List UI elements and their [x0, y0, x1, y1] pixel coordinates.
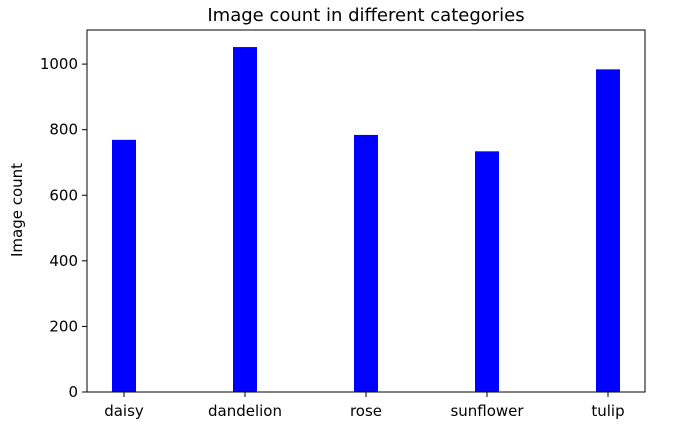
- y-tick-label: 400: [49, 252, 78, 270]
- bar-daisy: [112, 139, 136, 392]
- y-tick-label: 1000: [40, 55, 78, 73]
- x-tick-label-sunflower: sunflower: [450, 402, 524, 420]
- y-tick-label: 600: [49, 186, 78, 204]
- bar-dandelion: [233, 47, 257, 393]
- x-tick-label-dandelion: dandelion: [208, 402, 282, 420]
- bar-sunflower: [475, 151, 499, 392]
- y-tick-label: 800: [49, 121, 78, 139]
- y-tick-label: 0: [68, 383, 78, 401]
- chart-title: Image count in different categories: [207, 5, 524, 26]
- plot-area: 0 200 400 600 800 1000 daisy dandelion rose sunfl…: [40, 29, 646, 420]
- y-axis-label: Image count: [8, 163, 26, 257]
- bar-rose: [354, 134, 378, 392]
- bar-tulip: [596, 69, 620, 392]
- x-tick-label-rose: rose: [350, 402, 382, 420]
- x-tick-label-tulip: tulip: [591, 402, 624, 420]
- x-tick-label-daisy: daisy: [104, 402, 144, 420]
- y-tick-label: 200: [49, 317, 78, 335]
